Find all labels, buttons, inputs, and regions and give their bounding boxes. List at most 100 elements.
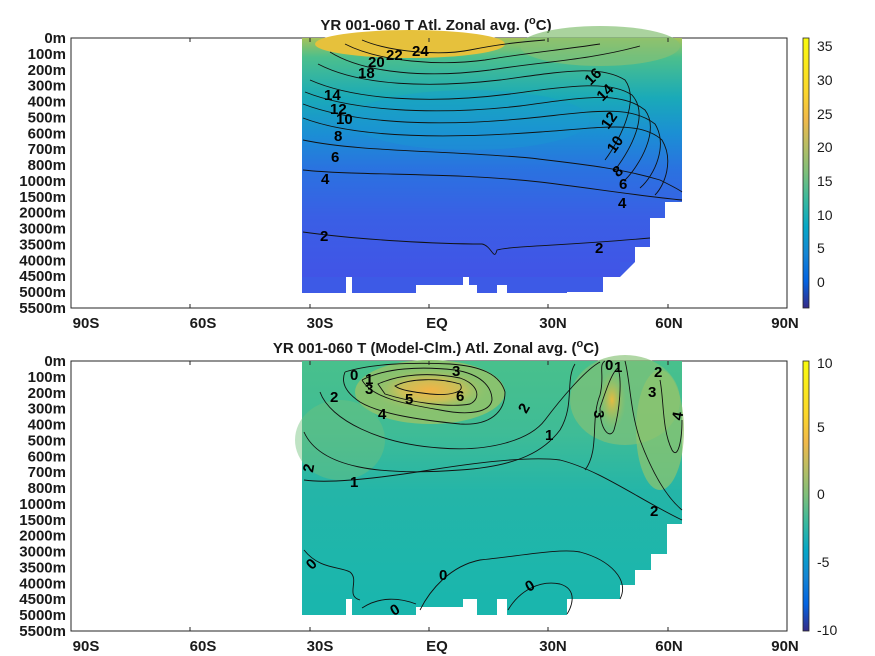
y-tick-label: 2000m (19, 528, 66, 545)
colorbar-tick-label: -10 (817, 622, 837, 638)
contour-label: 12 (598, 109, 621, 132)
x-tick-label: 90S (73, 315, 100, 332)
contour-label: 2 (595, 240, 603, 257)
colorbar-tick-label: 0 (817, 486, 825, 502)
y-tick-label: 4000m (19, 575, 66, 592)
contour-label: 1 (545, 427, 553, 444)
contour-label: 1 (350, 474, 358, 491)
y-tick-label: 0m (44, 30, 66, 47)
y-tick-label: 1500m (19, 189, 66, 206)
top-colorbar-ticks: 35 30 25 20 15 10 5 0 (817, 38, 833, 290)
top-panel: YR 001-060 T Atl. Zonal avg. (oC) (19, 15, 833, 332)
contour-label: 6 (456, 388, 464, 405)
y-tick-label: 5500m (19, 300, 66, 317)
y-tick-label: 5000m (19, 284, 66, 301)
y-tick-label: 3000m (19, 544, 66, 561)
contour-label: 4 (378, 406, 387, 423)
contour-label: 12 (330, 101, 347, 118)
y-tick-label: 700m (28, 141, 66, 158)
contour-label: 0 (350, 367, 358, 384)
x-tick-label: 60S (190, 315, 217, 332)
colorbar-tick-label: 10 (817, 207, 833, 223)
contour-label: 2 (320, 228, 328, 245)
y-tick-label: 400m (28, 94, 66, 111)
y-tick-label: 300m (28, 401, 66, 418)
y-tick-label: 4500m (19, 591, 66, 608)
colorbar-tick-label: -5 (817, 554, 830, 570)
contour-label: 10 (336, 111, 353, 128)
contour-label: 3 (648, 384, 656, 401)
contour-label: 3 (365, 381, 373, 398)
y-tick-label: 3500m (19, 560, 66, 577)
bottom-panel: YR 001-060 T (Model-Clm.) Atl. Zonal avg… (19, 338, 837, 655)
y-tick-label: 3500m (19, 237, 66, 254)
bottom-anomaly-field (295, 355, 684, 615)
contour-label: 1 (614, 359, 622, 376)
contour-label: 4 (669, 410, 687, 422)
x-tick-label: 90S (73, 638, 100, 655)
contour-label: 2 (330, 389, 338, 406)
bottom-y-tick-labels: 0m100m200m300m400m500m600m700m800m1000m1… (19, 353, 66, 640)
x-tick-label: 30N (539, 315, 567, 332)
x-tick-label: 30N (539, 638, 567, 655)
contour-label: 0 (605, 357, 613, 374)
y-tick-label: 800m (28, 480, 66, 497)
contour-label: 3 (452, 363, 460, 380)
y-tick-label: 4500m (19, 268, 66, 285)
x-tick-label: EQ (426, 638, 448, 655)
top-axis-ticks (70, 38, 788, 308)
colorbar-tick-label: 5 (817, 419, 825, 435)
y-tick-label: 4000m (19, 252, 66, 269)
contour-label: 4 (321, 171, 330, 188)
y-tick-label: 700m (28, 464, 66, 481)
top-contour-lines (302, 39, 683, 255)
contour-label: 10 (604, 133, 627, 156)
contour-label: 22 (386, 47, 403, 64)
y-tick-label: 600m (28, 448, 66, 465)
top-x-tick-labels: 90S 60S 30S EQ 30N 60N 90N (73, 315, 799, 332)
top-chart-title: YR 001-060 T Atl. Zonal avg. (oC) (320, 15, 551, 34)
bottom-colorbar-ticks: 10 5 0 -5 -10 (817, 355, 837, 638)
x-tick-label: 60S (190, 638, 217, 655)
y-tick-label: 1000m (19, 173, 66, 190)
x-tick-label: 30S (307, 638, 334, 655)
y-tick-label: 5500m (19, 623, 66, 640)
colorbar-tick-label: 15 (817, 173, 833, 189)
colorbar-tick-label: 35 (817, 38, 833, 54)
colorbar-tick-label: 30 (817, 72, 833, 88)
contour-label: 0 (439, 567, 447, 584)
contour-label: 6 (331, 149, 339, 166)
bottom-chart-title: YR 001-060 T (Model-Clm.) Atl. Zonal avg… (273, 338, 599, 357)
colorbar-tick-label: 5 (817, 240, 825, 256)
bottom-x-tick-labels: 90S 60S 30S EQ 30N 60N 90N (73, 638, 799, 655)
colorbar-tick-label: 25 (817, 106, 833, 122)
y-tick-label: 5000m (19, 607, 66, 624)
contour-label: 8 (334, 128, 342, 145)
bottom-axis-ticks (70, 361, 788, 631)
contour-label: 1 (365, 371, 373, 388)
contour-label: 24 (412, 43, 429, 60)
y-tick-label: 2000m (19, 205, 66, 222)
y-tick-label: 200m (28, 62, 66, 79)
contour-label: 3 (590, 410, 607, 418)
y-tick-label: 100m (28, 369, 66, 386)
y-tick-label: 3000m (19, 221, 66, 238)
y-tick-label: 500m (28, 432, 66, 449)
y-tick-label: 0m (44, 353, 66, 370)
bottom-colorbar (802, 360, 810, 632)
y-tick-label: 100m (28, 46, 66, 63)
contour-label: 20 (368, 54, 385, 71)
x-tick-label: 90N (771, 638, 799, 655)
y-tick-label: 1000m (19, 496, 66, 513)
x-tick-label: 60N (655, 315, 683, 332)
x-tick-label: EQ (426, 315, 448, 332)
contour-label: 6 (619, 176, 627, 193)
y-tick-label: 300m (28, 78, 66, 95)
contour-label: 2 (654, 364, 662, 381)
top-colorbar (802, 37, 810, 309)
contour-label: 2 (300, 462, 318, 473)
y-tick-label: 1500m (19, 512, 66, 529)
contour-label: 18 (358, 65, 375, 82)
colorbar-tick-label: 10 (817, 355, 833, 371)
